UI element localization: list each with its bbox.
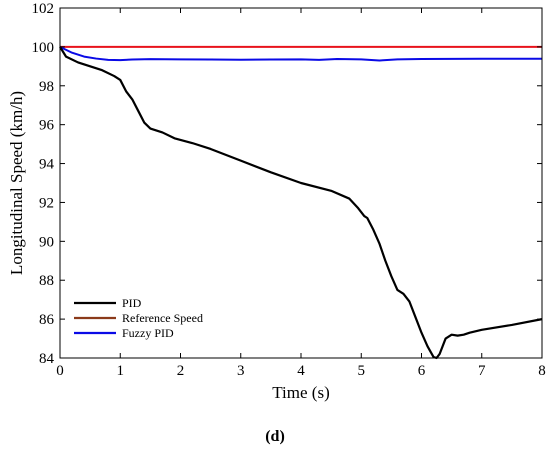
y-axis-label: Longitudinal Speed (km/h)	[7, 91, 26, 275]
x-tick-label: 4	[297, 363, 305, 379]
line-chart: 0 1 2 3 4 5 6 7 8 84 86 88 90 92 94 96 98 100 102 Time (s…	[7, 1, 546, 402]
y-tick-label: 100	[32, 40, 55, 56]
series-line-pid	[59, 46, 543, 360]
y-tick-label: 90	[39, 234, 54, 250]
y-tick-label: 98	[39, 79, 54, 95]
y-tick-label: 94	[39, 157, 55, 173]
legend-label-fuzzy-pid: Fuzzy PID	[122, 326, 174, 340]
y-axis-ticks: 84 86 88 90 92 94 96 98 100 102	[32, 1, 542, 367]
legend-label-reference-speed: Reference Speed	[122, 311, 203, 325]
x-tick-label: 3	[237, 363, 245, 379]
series-line-fuzzy-pid	[59, 45, 542, 62]
x-tick-label: 1	[117, 363, 125, 379]
x-tick-label: 5	[358, 363, 366, 379]
y-tick-label: 92	[39, 195, 54, 211]
panel-label: (d)	[265, 428, 285, 445]
y-tick-label: 102	[32, 1, 55, 17]
x-tick-label: 8	[538, 363, 546, 379]
y-tick-label: 84	[39, 351, 55, 367]
y-tick-label: 96	[39, 118, 55, 134]
x-axis-label: Time (s)	[272, 383, 329, 402]
y-tick-label: 88	[39, 273, 54, 289]
x-tick-label: 6	[418, 363, 426, 379]
x-axis-ticks: 0 1 2 3 4 5 6 7 8	[56, 8, 546, 379]
legend-label-pid: PID	[122, 296, 142, 310]
x-tick-label: 0	[56, 363, 64, 379]
series-layer	[59, 45, 543, 360]
x-tick-label: 2	[177, 363, 185, 379]
x-tick-label: 7	[478, 363, 486, 379]
y-tick-label: 86	[39, 312, 55, 328]
